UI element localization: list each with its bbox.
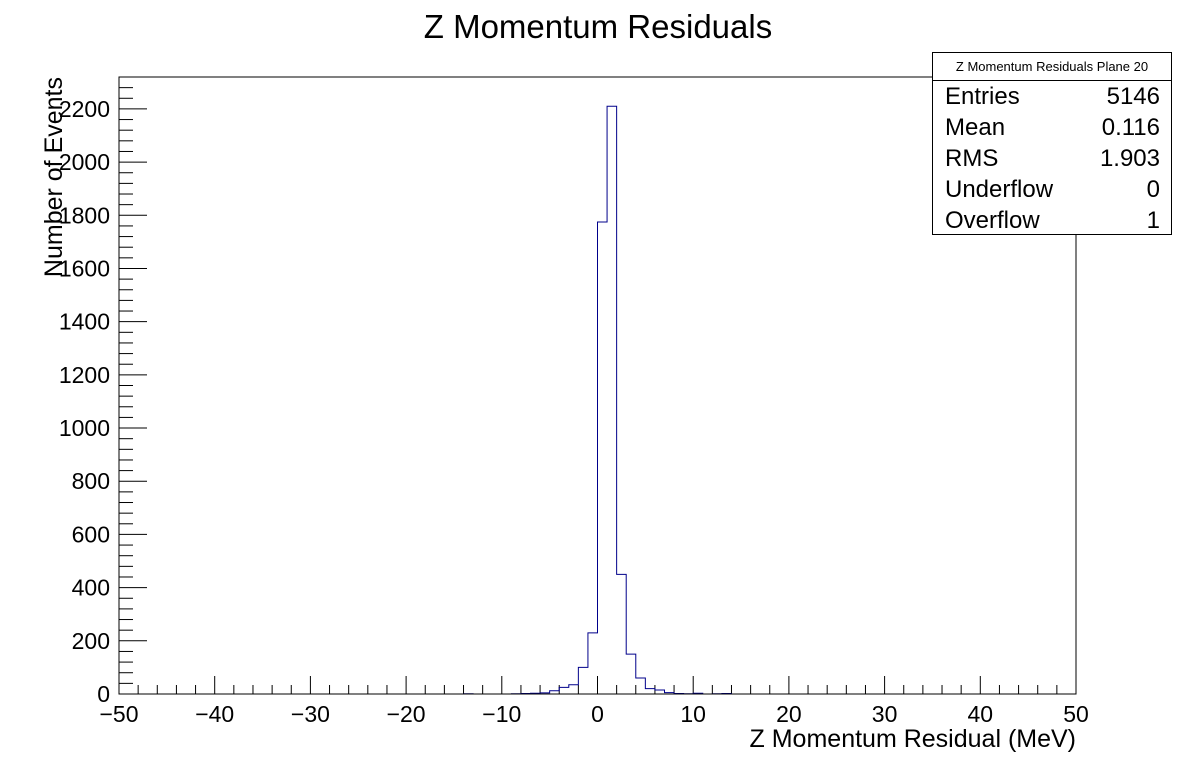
stats-label: Entries (945, 83, 1020, 110)
histogram-bin (655, 690, 665, 694)
histogram-bin (636, 678, 646, 694)
stats-row: RMS 1.903 (933, 143, 1171, 174)
x-tick-label: 40 (968, 701, 994, 727)
plot-frame (118, 76, 1077, 695)
chart-title: Z Momentum Residuals (424, 8, 772, 45)
axis-tick-labels: −50 −40 −30 −20 −10 0 10 20 30 40 50 0 200 400 600 800 1… (59, 96, 1089, 727)
histogram-bin (617, 574, 627, 694)
histogram-bin (578, 667, 588, 694)
y-tick-label: 1800 (59, 202, 110, 228)
stats-value: 1 (1146, 207, 1160, 234)
stats-label: Overflow (945, 207, 1040, 234)
y-tick-label: 600 (72, 521, 110, 547)
stats-value: 0.116 (1101, 114, 1160, 141)
x-tick-label: −30 (291, 701, 330, 727)
x-tick-label: 20 (776, 701, 802, 727)
x-tick-label: 0 (591, 701, 604, 727)
y-tick-label: 800 (72, 468, 110, 494)
histogram-bin (569, 685, 579, 694)
stats-label: Mean (945, 114, 1006, 141)
x-tick-label: −50 (99, 701, 138, 727)
histogram-bin (598, 222, 608, 694)
stats-row: Overflow 1 (933, 205, 1171, 236)
x-tick-label: −40 (195, 701, 234, 727)
y-tick-label: 1200 (59, 362, 110, 388)
x-axis-label: Z Momentum Residual (MeV) (750, 725, 1076, 753)
y-tick-label: 1400 (59, 309, 110, 335)
y-tick-label: 1000 (59, 415, 110, 441)
y-axis-label: Number of Events (40, 77, 68, 277)
x-tick-label: −10 (482, 701, 521, 727)
histogram-bin (559, 687, 569, 694)
stats-value: 0 (1146, 176, 1160, 203)
stats-box: Z Momentum Residuals Plane 20 Entries 514… (932, 52, 1172, 235)
x-tick-label: 30 (872, 701, 898, 727)
stats-row: Mean 0.116 (933, 112, 1171, 143)
y-tick-label: 400 (72, 575, 110, 601)
stats-row: Underflow 0 (933, 174, 1171, 205)
stats-value: 5146 (1106, 83, 1160, 110)
axis-ticks (118, 76, 1077, 695)
stats-row: Entries 5146 (933, 81, 1171, 112)
stats-rows: Entries 5146 Mean 0.116 RMS 1.903 Underflow 0 Ov… (933, 81, 1171, 236)
y-tick-label: 200 (72, 628, 110, 654)
stats-title: Z Momentum Residuals Plane 20 (933, 53, 1171, 81)
x-tick-label: 10 (680, 701, 706, 727)
histogram-bin (607, 106, 617, 694)
stats-value: 1.903 (1099, 145, 1160, 172)
y-tick-label: 1600 (59, 255, 110, 281)
y-tick-label: 0 (97, 681, 110, 707)
x-tick-label: 50 (1063, 701, 1089, 727)
histogram-bin (626, 654, 636, 694)
stats-label: RMS (945, 145, 999, 172)
x-tick-label: −20 (387, 701, 426, 727)
y-tick-label: 2200 (59, 96, 110, 122)
y-tick-label: 2000 (59, 149, 110, 175)
stats-label: Underflow (945, 176, 1054, 203)
histogram-bin (645, 689, 655, 694)
histogram-bin (588, 633, 598, 694)
